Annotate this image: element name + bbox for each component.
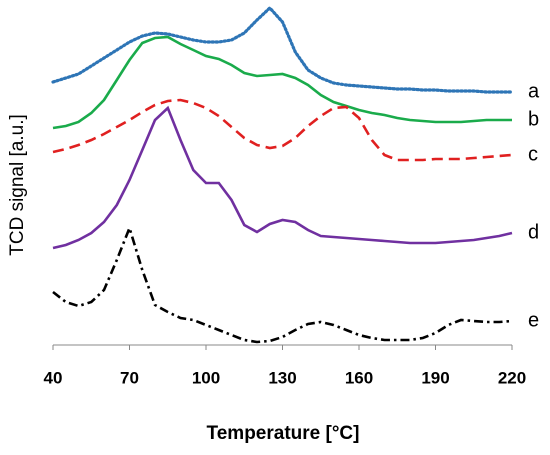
- legend-label: c: [528, 143, 538, 165]
- legend-label: e: [528, 309, 539, 331]
- legend-label: a: [528, 80, 540, 102]
- series-line: [52, 35, 512, 130]
- x-tick-label: 160: [345, 368, 373, 387]
- legend-label: b: [528, 108, 539, 130]
- x-tick-label: 100: [192, 368, 220, 387]
- x-axis-label: Temperature [°C]: [207, 423, 360, 444]
- legend-label: d: [528, 221, 539, 243]
- x-tick-label: 70: [120, 368, 139, 387]
- x-tick-label: 220: [498, 368, 526, 387]
- series-line: [51, 5, 514, 94]
- x-tick-label: 130: [268, 368, 296, 387]
- series-line: [52, 224, 513, 344]
- x-tick-label: 190: [421, 368, 449, 387]
- series-line: [52, 98, 513, 162]
- x-tick-label: 40: [44, 368, 63, 387]
- series-line: [52, 105, 513, 250]
- y-axis-label: TCD signal [a.u.]: [7, 114, 28, 256]
